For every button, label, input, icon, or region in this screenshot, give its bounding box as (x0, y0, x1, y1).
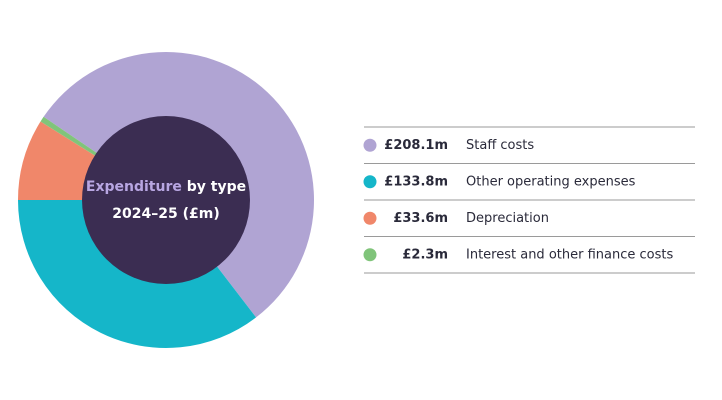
legend: £208.1m Staff costs £133.8m Other operating… (363, 126, 695, 274)
center-title-rest: by type (187, 179, 246, 195)
legend-value: £2.3m (402, 247, 448, 262)
legend-value: £208.1m (384, 138, 448, 153)
legend-dot (363, 175, 377, 189)
legend-dot (363, 248, 377, 262)
legend-value: £33.6m (393, 211, 448, 226)
donut: Expenditure by type 2024–25 (£m) (18, 52, 314, 349)
donut-hole (82, 116, 250, 284)
legend-label: Depreciation (466, 211, 549, 226)
center-subtitle: 2024–25 (£m) (112, 206, 219, 222)
center-title-highlight: Expenditure (86, 179, 182, 195)
legend-dot (363, 211, 377, 225)
legend-label: Other operating expenses (466, 174, 636, 189)
center-title: Expenditure by type (86, 179, 246, 195)
legend-label: Interest and other finance costs (466, 247, 673, 262)
legend-label: Staff costs (466, 138, 534, 153)
legend-value: £133.8m (384, 174, 448, 189)
legend-dot (363, 138, 377, 152)
